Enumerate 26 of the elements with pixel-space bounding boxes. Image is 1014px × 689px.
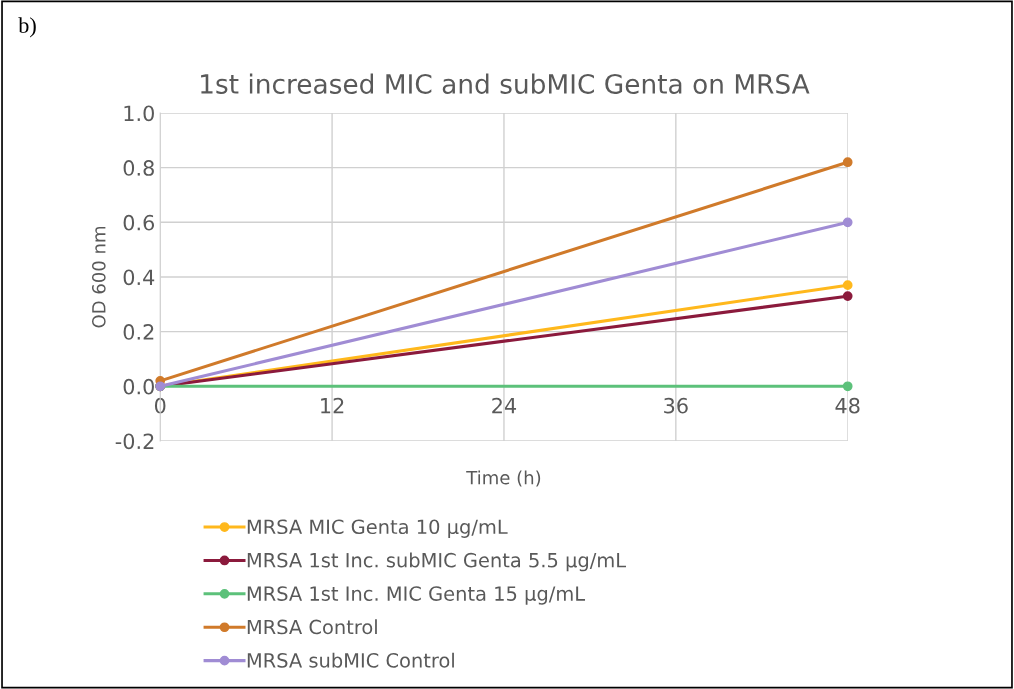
y-tick-label: 0.0 — [123, 378, 154, 395]
text: b) — [18, 17, 36, 38]
point — [842, 291, 853, 301]
point — [842, 280, 853, 291]
point — [842, 217, 853, 228]
chart-title: 1st increased MIC and subMIC Genta on MRSA — [201, 73, 810, 94]
y-tick-label: 0.4 — [123, 269, 155, 286]
legend-label: MRSA 1st Inc. subMIC Genta 5.5 µg/mL — [247, 552, 626, 572]
point — [842, 157, 853, 168]
x-tick-label: 48 — [835, 397, 860, 414]
legend-label: MRSA 1st Inc. MIC Genta 15 µg/mL — [247, 586, 586, 605]
y-tick-label: 0.8 — [123, 160, 154, 176]
legend-label: MRSA Control — [247, 619, 377, 635]
legend-label: MRSA MIC Genta 10 µg/mL — [247, 519, 508, 538]
y-tick-label: -0.2 — [115, 433, 154, 450]
legend-label: MRSA subMIC Control — [247, 652, 454, 668]
y-tick-label: 0.6 — [123, 214, 155, 231]
x-tick-label: 36 — [664, 397, 688, 414]
x-tick-label: 24 — [492, 397, 517, 414]
y-axis-title: OD 600 nm — [91, 226, 106, 328]
x-tick-label: 12 — [321, 397, 344, 414]
x-axis-title: Time (h) — [466, 470, 541, 487]
y-tick-label: 0.2 — [123, 324, 154, 340]
x-tick-label: 0 — [154, 397, 166, 414]
y-tick-label: 1.0 — [124, 105, 154, 122]
point — [842, 381, 853, 392]
